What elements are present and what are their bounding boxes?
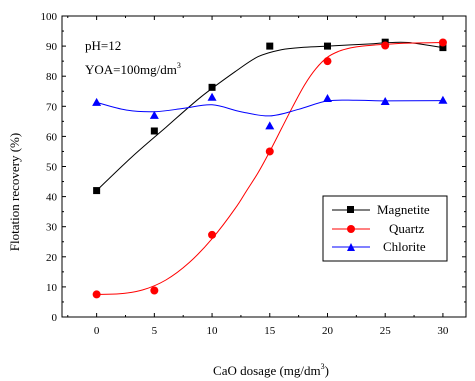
y-tick-label: 0 <box>52 312 58 324</box>
y-tick-label: 100 <box>41 11 58 23</box>
point-quartz <box>208 230 217 239</box>
annotation-yoa: YOA=100mg/dm3 <box>85 61 181 77</box>
point-magnetite <box>439 44 447 52</box>
y-tick-label: 50 <box>46 162 58 174</box>
point-quartz <box>381 41 390 50</box>
x-tick-label: 0 <box>94 325 100 337</box>
legend-item-quartz: Quartz <box>332 221 425 236</box>
point-quartz <box>92 290 101 299</box>
legend-square-marker <box>347 206 354 213</box>
legend-triangle-marker <box>347 243 355 251</box>
x-axis: 0 5 10 15 20 25 30 <box>67 16 449 337</box>
y-tick-label: 60 <box>46 131 58 143</box>
x-tick-label: 15 <box>264 325 276 337</box>
y-tick-label: 20 <box>46 252 58 264</box>
y-tick-label: 80 <box>46 71 58 83</box>
point-quartz <box>150 286 159 295</box>
curve-chlorite <box>96 99 443 117</box>
point-chlorite <box>149 110 159 119</box>
point-magnetite <box>266 42 274 50</box>
point-chlorite <box>438 95 448 104</box>
series-markers <box>92 38 448 299</box>
point-chlorite <box>92 97 102 106</box>
x-tick-label: 5 <box>152 325 158 337</box>
y-tick-label: 90 <box>46 41 58 53</box>
legend-item-chlorite: Chlorite <box>332 239 426 254</box>
point-chlorite <box>207 92 217 101</box>
legend-label: Quartz <box>389 221 425 236</box>
point-magnetite <box>150 127 158 135</box>
legend-item-magnetite: Magnetite <box>332 202 430 217</box>
legend-label: Magnetite <box>377 202 430 217</box>
point-quartz <box>265 147 274 156</box>
y-tick-label: 40 <box>46 192 58 204</box>
y-tick-label: 30 <box>46 222 58 234</box>
point-chlorite <box>265 121 275 130</box>
legend-circle-marker <box>347 225 355 233</box>
y-tick-label: 10 <box>46 282 58 294</box>
point-magnetite <box>208 83 216 91</box>
x-tick-label: 20 <box>322 325 334 337</box>
point-chlorite <box>380 96 390 105</box>
point-magnetite <box>93 187 101 195</box>
legend-label: Chlorite <box>383 239 426 254</box>
x-tick-label: 10 <box>207 325 219 337</box>
x-tick-label: 25 <box>380 325 392 337</box>
point-quartz <box>438 38 447 47</box>
x-tick-label: 30 <box>437 325 449 337</box>
curve-quartz <box>96 42 443 295</box>
legend: Magnetite Quartz Chlorite <box>322 195 448 262</box>
annotation-ph: pH=12 <box>85 38 121 53</box>
y-tick-label: 70 <box>46 101 58 113</box>
point-chlorite <box>322 93 332 102</box>
point-quartz <box>323 57 332 66</box>
y-axis-label: Flotation recovery (%) <box>7 133 22 251</box>
point-magnetite <box>323 42 331 50</box>
x-axis-label: CaO dosage (mg/dm3) <box>213 362 329 378</box>
y-axis: 0 10 20 30 40 50 60 70 80 90 100 <box>41 11 466 324</box>
